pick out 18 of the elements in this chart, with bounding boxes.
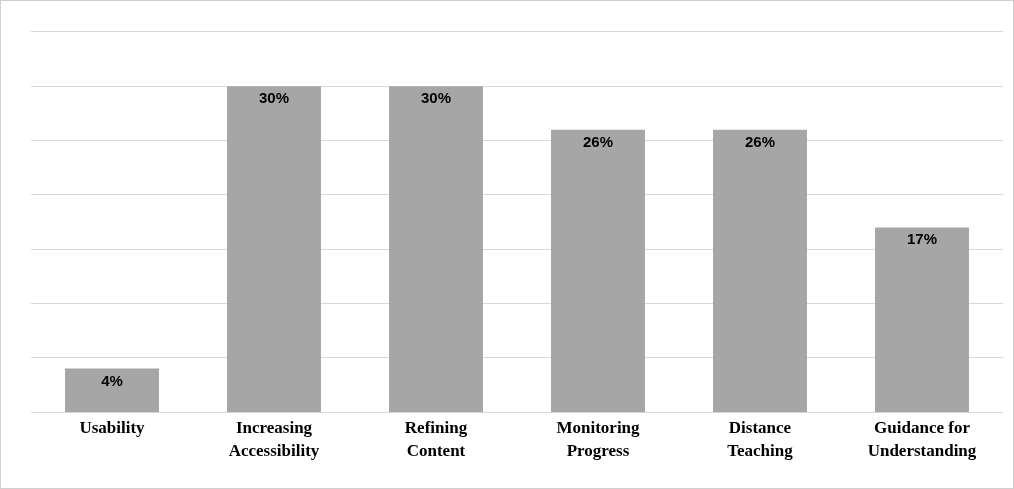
data-label: 26% <box>744 132 776 150</box>
x-tick-label: Monitoring Progress <box>556 418 641 460</box>
bar <box>65 368 159 412</box>
bar <box>227 86 321 412</box>
x-tick-label: Increasing Accessibility <box>228 418 320 460</box>
bar <box>389 86 483 412</box>
data-label: 30% <box>258 89 290 107</box>
x-tick-label: Distance Teaching <box>727 418 794 460</box>
x-tick-label: Refining Content <box>404 418 468 460</box>
x-tick-label: Usability <box>79 418 146 438</box>
data-label: 4% <box>101 371 123 389</box>
bar <box>551 129 645 412</box>
data-label: 17% <box>906 230 938 248</box>
bar <box>713 129 807 412</box>
data-label: 30% <box>420 89 452 107</box>
bar <box>875 227 969 412</box>
x-tick-label: Guidance for Understanding <box>867 418 977 460</box>
data-label: 26% <box>582 132 614 150</box>
